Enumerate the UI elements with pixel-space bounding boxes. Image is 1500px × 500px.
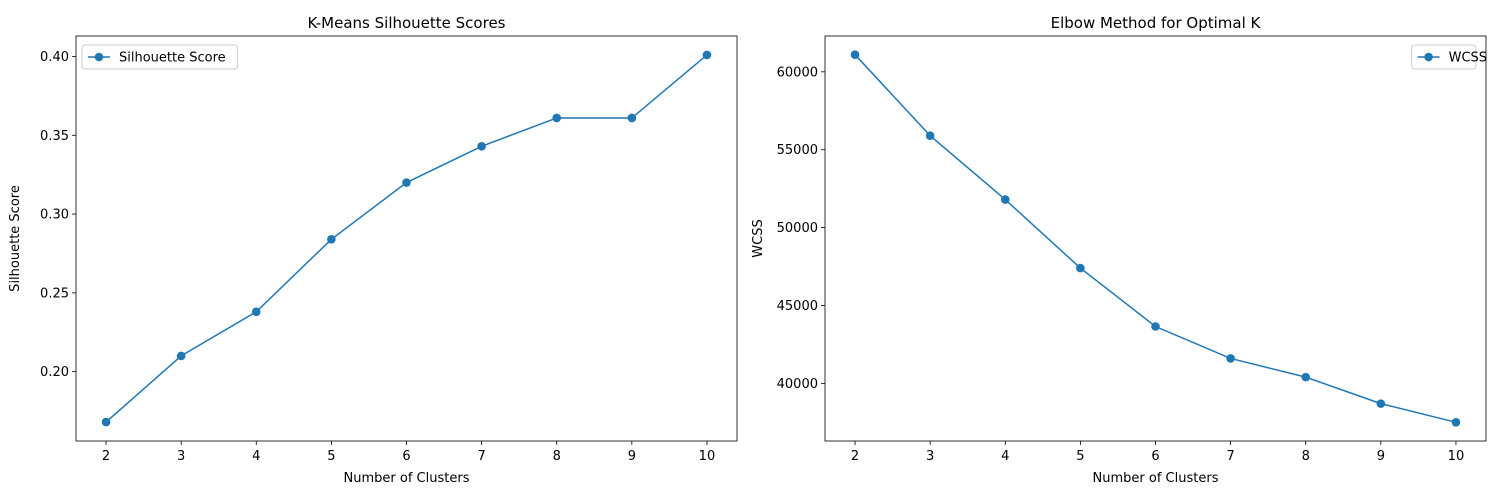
y-tick-label: 0.40 [40, 50, 69, 65]
legend-label: WCSS [1449, 51, 1487, 66]
x-tick-label: 5 [327, 449, 335, 464]
data-point [477, 142, 486, 151]
data-point [176, 351, 186, 361]
y-axis-label: WCSS [751, 219, 766, 257]
y-tick-label: 45000 [777, 299, 818, 314]
x-tick-label: 9 [628, 449, 636, 464]
x-tick-label: 7 [477, 449, 485, 464]
x-tick-label: 10 [1448, 449, 1465, 464]
x-tick-label: 6 [402, 449, 410, 464]
legend-marker [1424, 52, 1433, 62]
data-point [1076, 263, 1085, 273]
data-point [850, 50, 860, 59]
chart-1: K-Means Silhouette Scores 2 3 4 5 6 7 8 9 10 0.20 0… [8, 14, 738, 486]
legend-box [1411, 44, 1477, 70]
chart-2: Elbow Method for Optimal K 2 3 4 5 6 7 8 9 10 4000… [751, 14, 1487, 486]
x-tick-label: 6 [1151, 449, 1159, 464]
legend-box [81, 44, 239, 70]
x-tick-label: 3 [177, 449, 185, 464]
x-tick-label: 5 [1076, 449, 1084, 464]
chart-title: Elbow Method for Optimal K [1051, 14, 1262, 32]
data-point [1376, 399, 1386, 408]
data-point [1000, 195, 1010, 204]
data-point [402, 178, 411, 187]
data-point [1151, 322, 1160, 331]
plot-frame [75, 35, 738, 442]
legend: WCSS [1411, 44, 1487, 70]
x-tick-label: 4 [1001, 449, 1009, 464]
data-point [702, 50, 712, 60]
x-tick-label: 8 [553, 449, 561, 464]
data-point [627, 113, 637, 123]
series-line [105, 54, 708, 423]
data-point [552, 113, 562, 123]
chart-title: K-Means Silhouette Scores [308, 14, 506, 32]
x-tick-label: 10 [699, 449, 716, 464]
y-tick-label: 0.25 [40, 286, 69, 301]
data-point [1451, 418, 1461, 427]
y-tick-label: 40000 [777, 377, 818, 392]
x-tick-label: 2 [102, 449, 110, 464]
data-point [1301, 372, 1311, 382]
y-axis-label: Silhouette Score [8, 185, 23, 292]
y-tick-label: 0.30 [40, 208, 69, 223]
y-tick-label: 55000 [777, 143, 818, 158]
y-tick-label: 0.20 [40, 365, 69, 380]
x-axis-label: Number of Clusters [1093, 471, 1219, 486]
legend: Silhouette Score [81, 44, 239, 70]
data-point [251, 307, 261, 317]
plot-frame [824, 35, 1487, 442]
data-point [925, 131, 935, 140]
data-point [327, 234, 336, 244]
x-tick-label: 7 [1226, 449, 1234, 464]
y-tick-label: 60000 [777, 65, 818, 80]
y-tick-label: 50000 [777, 221, 818, 236]
legend-marker [94, 52, 104, 62]
x-tick-label: 2 [851, 449, 859, 464]
data-point [1226, 354, 1235, 363]
legend-label: Silhouette Score [119, 51, 226, 66]
y-tick-label: 0.35 [40, 129, 69, 144]
x-tick-label: 3 [926, 449, 934, 464]
x-tick-label: 4 [252, 449, 260, 464]
x-axis-label: Number of Clusters [344, 471, 470, 486]
x-tick-label: 9 [1377, 449, 1385, 464]
data-point [101, 417, 111, 427]
series-line [854, 54, 1457, 424]
x-tick-label: 8 [1302, 449, 1310, 464]
